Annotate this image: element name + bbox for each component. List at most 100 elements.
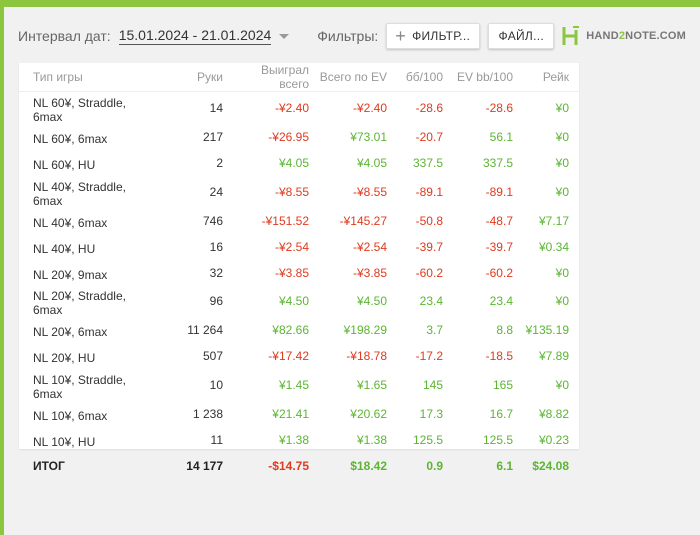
table-row[interactable]: NL 20¥, 6max 11 264 ¥82.66 ¥198.29 3.7 8.8 ¥13… <box>19 317 579 343</box>
cell-game-type: NL 20¥, 9max <box>33 267 108 282</box>
cell-rake: ¥7.17 <box>538 213 569 228</box>
cell-ev-bb-100: -48.7 <box>485 213 513 228</box>
table-row[interactable]: NL 10¥, 6max 1 238 ¥21.41 ¥20.62 17.3 16.7 ¥8.… <box>19 401 579 427</box>
cell-ev-bb-100: 16.7 <box>489 407 513 422</box>
table-row[interactable]: NL 40¥, 6max 746 -¥151.52 -¥145.27 -50.8 -48.… <box>19 208 579 234</box>
cell-ev-total: ¥73.01 <box>350 129 387 144</box>
cell-hands: 16 <box>209 239 223 254</box>
cell-rake: ¥0.23 <box>538 433 569 448</box>
table-row[interactable]: NL 60¥, HU 2 ¥4.05 ¥4.05 337.5 337.5 ¥0 <box>19 150 579 176</box>
cell-rake: ¥0 <box>523 91 579 124</box>
cell-hands: 1 238 <box>192 407 223 422</box>
header-game-type[interactable]: Тип игры <box>33 70 83 84</box>
table-row[interactable]: NL 10¥, Straddle, 6max 10 ¥1.45 ¥1.65 145 165… <box>19 369 579 401</box>
cell-ev-total: ¥198.29 <box>343 323 387 338</box>
cell-won-total: ¥82.66 <box>272 323 309 338</box>
cell-ev-bb-100: -28.6 <box>453 91 523 124</box>
cell-ev-bb-100: 6.1 <box>496 458 513 473</box>
header-bb-100[interactable]: бб/100 <box>405 70 443 84</box>
cell-rake: ¥0.34 <box>538 239 569 254</box>
cell-bb-100: -50.8 <box>415 213 443 228</box>
cell-game-type: NL 60¥, HU <box>33 157 96 172</box>
top-accent-bar <box>0 0 700 7</box>
cell-hands: 217 <box>202 129 223 144</box>
cell-bb-100: -89.1 <box>415 184 443 199</box>
cell-ev-total: -¥2.40 <box>319 91 397 124</box>
hand2note-logo: HAND2NOTE.COM <box>562 26 686 46</box>
cell-won-total: -$14.75 <box>268 458 309 473</box>
cell-rake: ¥8.82 <box>538 407 569 422</box>
cell-rake: ¥0 <box>555 129 569 144</box>
header-ev-total[interactable]: Всего по EV <box>319 70 387 84</box>
header-won-total[interactable]: Выиграл всего <box>260 63 309 91</box>
left-accent-bar <box>0 0 4 535</box>
cell-game-type: NL 60¥, Straddle, 6max <box>19 91 167 124</box>
cell-ev-total: ¥1.65 <box>356 378 387 393</box>
hand2note-logo-icon <box>562 26 580 45</box>
plus-icon: + <box>395 26 407 46</box>
cell-ev-total: -¥8.55 <box>352 184 387 199</box>
table-row[interactable]: NL 40¥, Straddle, 6max 24 -¥8.55 -¥8.55 -89.… <box>19 176 579 208</box>
logo-text-two: 2 <box>618 30 626 42</box>
table-row[interactable]: NL 60¥, Straddle, 6max 14 -¥2.40 -¥2.40 -28.… <box>19 91 579 124</box>
cell-ev-bb-100: 56.1 <box>489 129 513 144</box>
cell-game-type: ИТОГ <box>33 458 65 473</box>
cell-bb-100: 125.5 <box>412 433 443 448</box>
table-row[interactable]: NL 20¥, HU 507 -¥17.42 -¥18.78 -17.2 -18.5 ¥7.… <box>19 343 579 369</box>
header-rake[interactable]: Рейк <box>542 70 569 84</box>
table-row[interactable]: NL 10¥, HU 11 ¥1.38 ¥1.38 125.5 125.5 ¥0.23 <box>19 427 579 453</box>
cell-ev-total: ¥4.50 <box>356 294 387 309</box>
cell-ev-bb-100: 165 <box>492 378 513 393</box>
filter-button[interactable]: + ФИЛЬТР... <box>386 23 481 49</box>
cell-rake: ¥0 <box>555 265 569 280</box>
cell-bb-100: 17.3 <box>419 407 443 422</box>
cell-bb-100: 3.7 <box>426 323 443 338</box>
cell-hands: 32 <box>209 265 223 280</box>
cell-rake: ¥0 <box>555 378 569 393</box>
table-row[interactable]: NL 20¥, 9max 32 -¥3.85 -¥3.85 -60.2 -60.2 ¥0 <box>19 260 579 286</box>
table-row[interactable]: NL 40¥, HU 16 -¥2.54 -¥2.54 -39.7 -39.7 ¥0.34 <box>19 234 579 260</box>
cell-rake: ¥0 <box>555 184 569 199</box>
cell-won-total: ¥21.41 <box>272 407 309 422</box>
hand2note-logo-text: HAND2NOTE.COM <box>586 30 686 42</box>
header-hands[interactable]: Руки <box>197 70 223 84</box>
cell-ev-total: -¥145.27 <box>339 213 387 228</box>
cell-bb-100: -60.2 <box>415 265 443 280</box>
cell-ev-total: $18.42 <box>350 458 387 473</box>
cell-hands: 96 <box>209 294 223 309</box>
cell-won-total: ¥4.05 <box>278 155 309 170</box>
cell-game-type: NL 10¥, Straddle, 6max <box>33 373 126 402</box>
cell-hands: 24 <box>209 184 223 199</box>
cell-ev-total: ¥20.62 <box>350 407 387 422</box>
chevron-down-icon[interactable] <box>279 33 290 39</box>
table-row[interactable]: NL 20¥, Straddle, 6max 96 ¥4.50 ¥4.50 23.4 23… <box>19 285 579 317</box>
cell-won-total: -¥2.40 <box>233 91 319 124</box>
cell-ev-bb-100: -18.5 <box>485 349 513 364</box>
cell-rake: ¥7.89 <box>538 349 569 364</box>
cell-hands: 507 <box>202 349 223 364</box>
header-ev-bb-100[interactable]: EV bb/100 <box>456 70 513 84</box>
cell-won-total: ¥1.38 <box>278 433 309 448</box>
cell-won-total: -¥3.85 <box>274 265 309 280</box>
cell-hands: 10 <box>209 378 223 393</box>
cell-hands: 746 <box>202 213 223 228</box>
cell-won-total: ¥4.50 <box>278 294 309 309</box>
date-range-selector[interactable]: 15.01.2024 - 21.01.2024 <box>118 27 272 45</box>
table-header-row: Тип игры Руки Выиграл всего Всего по EV … <box>19 63 579 92</box>
cell-hands: 14 <box>167 91 233 124</box>
cell-game-type: NL 10¥, HU <box>33 435 96 450</box>
file-button-label: ФАЙЛ... <box>498 29 544 43</box>
cell-ev-total: ¥4.05 <box>356 155 387 170</box>
cell-ev-total: -¥2.54 <box>352 239 387 254</box>
cell-hands: 2 <box>216 155 223 170</box>
cell-bb-100: -39.7 <box>415 239 443 254</box>
cell-game-type: NL 20¥, Straddle, 6max <box>33 289 126 318</box>
cell-ev-bb-100: 125.5 <box>482 433 513 448</box>
cell-bb-100: -17.2 <box>415 349 443 364</box>
cell-bb-100: 23.4 <box>419 294 443 309</box>
file-button[interactable]: ФАЙЛ... <box>488 23 555 49</box>
table-row[interactable]: NL 60¥, 6max 217 -¥26.95 ¥73.01 -20.7 56.1 ¥0 <box>19 124 579 150</box>
table-total-row[interactable]: ИТОГ 14 177 -$14.75 $18.42 0.9 6.1 $24.08 <box>19 453 579 479</box>
cell-bb-100: 0.9 <box>426 458 443 473</box>
cell-ev-bb-100: -39.7 <box>485 239 513 254</box>
